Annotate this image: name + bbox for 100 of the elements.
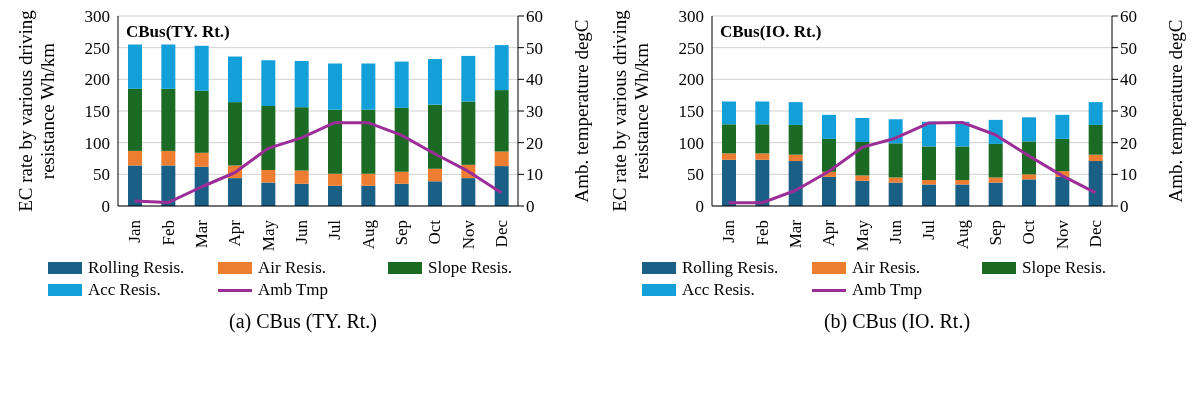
bar (194, 152, 209, 167)
x-tick-label: Jul (919, 219, 939, 240)
y-tick-label: 150 (84, 102, 110, 122)
bar (494, 90, 509, 152)
bar (228, 178, 242, 206)
bar (161, 44, 176, 89)
bar (888, 177, 903, 183)
x-tick-label: Sep (391, 220, 411, 246)
bar (128, 44, 142, 89)
y2-tick-label: 50 (526, 38, 543, 58)
y-tick-label: 0 (695, 197, 704, 217)
y2-tick-label: 50 (1120, 38, 1137, 58)
line-series (133, 121, 503, 205)
bar (261, 105, 276, 170)
bar (1055, 176, 1070, 206)
bar (855, 142, 870, 176)
x-tick-label: Oct (425, 219, 445, 245)
x-tick-label: May (258, 219, 278, 252)
bar (194, 90, 209, 153)
bar (294, 60, 309, 108)
bar (328, 109, 342, 174)
bar (822, 114, 836, 139)
legend-label: Air Resis. (852, 258, 920, 278)
y-tick-label: 150 (678, 102, 704, 122)
y2-tick-label: 30 (526, 102, 543, 122)
bar (822, 176, 836, 206)
x-tick-label: Sep (985, 220, 1005, 246)
y-tick-label: 0 (101, 197, 110, 217)
bar (161, 150, 176, 166)
bar (788, 124, 803, 155)
y2-tick-label: 0 (1120, 197, 1129, 217)
bar (394, 61, 409, 108)
x-tick-label: Apr (225, 219, 245, 247)
y-tick-label: 100 (84, 133, 110, 153)
x-tick-label: Jan (719, 219, 739, 243)
x-tick-label: Aug (952, 219, 972, 250)
bar (428, 181, 442, 206)
y2-tick-label: 20 (526, 133, 543, 153)
legend-label: Air Resis. (258, 258, 326, 278)
y2-tick-label: 20 (1120, 133, 1137, 153)
legend-label: Slope Resis. (1022, 258, 1107, 278)
x-tick-label: Feb (158, 220, 178, 246)
bar (428, 59, 442, 105)
x-tick-label: Mar (785, 219, 805, 249)
bar (228, 56, 242, 103)
bar (128, 150, 142, 166)
bar (788, 102, 803, 125)
bar (394, 183, 409, 206)
x-tick-label: Feb (752, 220, 772, 246)
text: (b) CBus (IO. Rt.) (822, 310, 972, 333)
bar (228, 102, 242, 166)
bar (722, 101, 736, 125)
y2-axis-title: Amb. temperature degC (1164, 19, 1186, 203)
legend-label: Acc Resis. (682, 280, 755, 300)
bar (294, 183, 309, 206)
bar (461, 101, 476, 165)
bar (361, 173, 376, 186)
bar (822, 138, 836, 172)
bar (428, 168, 442, 182)
bar (161, 88, 176, 151)
bar (955, 146, 970, 181)
legend-label: Amb Tmp (852, 280, 923, 300)
x-tick-label: Nov (1052, 219, 1072, 250)
bar (722, 153, 736, 160)
bar (328, 185, 342, 206)
y2-tick-label: 10 (1120, 165, 1137, 185)
bar (328, 63, 342, 110)
bar (888, 143, 903, 178)
bar (955, 180, 970, 185)
bar (1055, 114, 1070, 139)
y2-tick-label: 10 (526, 165, 543, 185)
bar (494, 45, 509, 91)
bar (194, 45, 209, 91)
bar (1022, 179, 1036, 206)
y-tick-label: 250 (84, 38, 110, 58)
bar (788, 161, 803, 206)
bar (922, 180, 936, 185)
bar (755, 159, 770, 206)
bar (1088, 161, 1103, 206)
bar (755, 124, 770, 154)
y2-tick-label: 60 (526, 7, 543, 27)
x-tick-label: Dec (1085, 219, 1105, 248)
x-tick-label: Oct (1019, 219, 1039, 245)
x-tick-label: Apr (819, 219, 839, 247)
y-tick-label: 300 (678, 7, 704, 27)
y2-axis-title: Amb. temperature degC (570, 19, 592, 203)
y-tick-label: 200 (84, 70, 110, 90)
bar (788, 154, 803, 162)
bar (261, 169, 276, 183)
bar (361, 185, 376, 206)
bar (361, 109, 376, 174)
bar (428, 104, 442, 169)
bar (922, 184, 936, 206)
bar (855, 117, 870, 143)
bar (328, 173, 342, 186)
bar (461, 55, 476, 102)
y2-tick-label: 40 (1120, 70, 1137, 90)
bar (988, 177, 1003, 183)
legend-label: Rolling Resis. (88, 258, 185, 278)
bar (461, 178, 476, 206)
